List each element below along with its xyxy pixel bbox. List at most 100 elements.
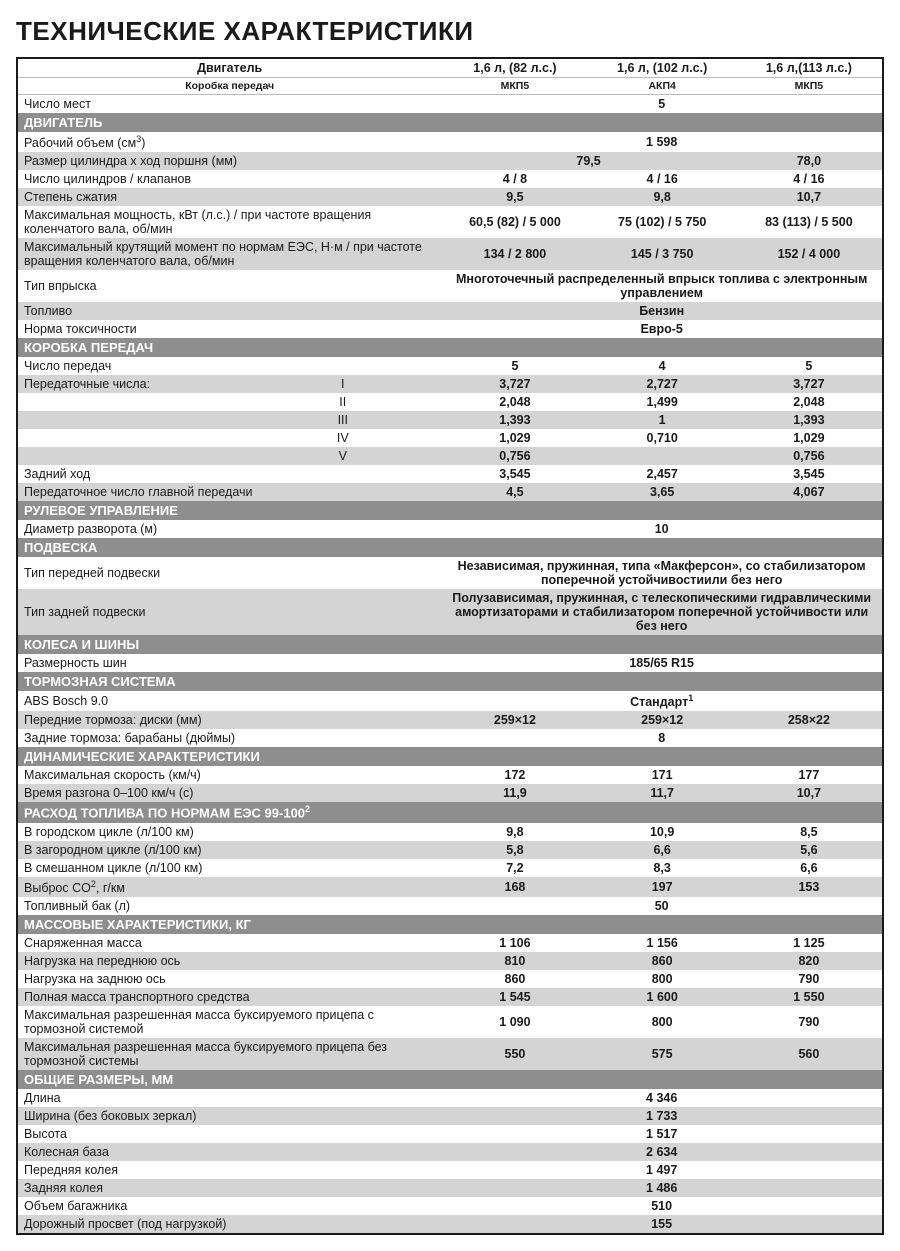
row-label: Степень сжатия	[17, 188, 441, 206]
row-value: 1,393	[441, 411, 588, 429]
row-label: Тип впрыска	[17, 270, 441, 302]
section-label: РАСХОД ТОПЛИВА ПО НОРМАМ ЕЭС 99-1002	[17, 802, 883, 822]
table-row: Тип впрыскаМноготочечный распределенный …	[17, 270, 883, 302]
header-variant-1-gearbox: АКП4	[589, 78, 736, 95]
spec-table: Двигатель 1,6 л, (82 л.с.) 1,6 л, (102 л…	[16, 57, 884, 1235]
row-label: В городском цикле (л/100 км)	[17, 823, 441, 841]
row-value: 4 / 8	[441, 170, 588, 188]
row-sublabel: V	[250, 449, 435, 463]
row-value: 258×22	[736, 711, 883, 729]
row-label: Максимальная разрешенная масса буксируем…	[17, 1038, 441, 1070]
row-value: 3,727	[441, 375, 588, 393]
row-value: 0,710	[589, 429, 736, 447]
row-value: 6,6	[589, 841, 736, 859]
section-label: ОБЩИЕ РАЗМЕРЫ, ММ	[17, 1070, 883, 1089]
row-label: Топливо	[17, 302, 441, 320]
row-value: 0,756	[736, 447, 883, 465]
table-row: Передняя колея1 497	[17, 1161, 883, 1179]
row-value: 1,393	[736, 411, 883, 429]
row-label: Число передач	[17, 357, 441, 375]
row-value: 860	[441, 970, 588, 988]
table-row: Дорожный просвет (под нагрузкой)155	[17, 1215, 883, 1234]
row-value: 9,8	[441, 823, 588, 841]
row-value-span: 1 486	[441, 1179, 883, 1197]
row-value-span: 1 517	[441, 1125, 883, 1143]
row-label: Топливный бак (л)	[17, 897, 441, 915]
table-row: Снаряженная масса1 1061 1561 125	[17, 934, 883, 952]
row-label: Задние тормоза: барабаны (дюймы)	[17, 729, 441, 747]
row-value: 560	[736, 1038, 883, 1070]
table-row: Максимальная мощность, кВт (л.с.) / при …	[17, 206, 883, 238]
row-value: 9,5	[441, 188, 588, 206]
table-row: Норма токсичностиЕвро-5	[17, 320, 883, 338]
table-row: Размер цилиндра х ход поршня (мм)79,578,…	[17, 152, 883, 170]
row-label: III	[17, 411, 441, 429]
table-row: Размерность шин185/65 R15	[17, 654, 883, 672]
table-row: В смешанном цикле (л/100 км)7,28,36,6	[17, 859, 883, 877]
section-row: ТОРМОЗНАЯ СИСТЕМА	[17, 672, 883, 691]
table-row: ТопливоБензин	[17, 302, 883, 320]
row-value: 6,6	[736, 859, 883, 877]
row-value: 60,5 (82) / 5 000	[441, 206, 588, 238]
table-row: Максимальный крутящий момент по нормам Е…	[17, 238, 883, 270]
row-value: 10,9	[589, 823, 736, 841]
row-value: 152 / 4 000	[736, 238, 883, 270]
row-label: В загородном цикле (л/100 км)	[17, 841, 441, 859]
row-label: Нагрузка на заднюю ось	[17, 970, 441, 988]
section-row: ПОДВЕСКА	[17, 538, 883, 557]
table-row: Тип задней подвескиПолузависимая, пружин…	[17, 589, 883, 635]
row-value: 168	[441, 877, 588, 897]
row-value-span: 2 634	[441, 1143, 883, 1161]
row-value: 134 / 2 800	[441, 238, 588, 270]
table-row: Число мест5	[17, 95, 883, 114]
table-row: II2,0481,4992,048	[17, 393, 883, 411]
row-value: 2,048	[736, 393, 883, 411]
row-value: 11,9	[441, 784, 588, 802]
row-value: 800	[589, 1006, 736, 1038]
row-sublabel: IV	[250, 431, 435, 445]
row-value: 4 / 16	[736, 170, 883, 188]
row-label: Длина	[17, 1089, 441, 1107]
row-value: 9,8	[589, 188, 736, 206]
table-row: Нагрузка на переднюю ось810860820	[17, 952, 883, 970]
header-variant-2-engine: 1,6 л,(113 л.с.)	[736, 58, 883, 78]
section-row: МАССОВЫЕ ХАРАКТЕРИСТИКИ, КГ	[17, 915, 883, 934]
table-row: Диаметр разворота (м)10	[17, 520, 883, 538]
row-value-span: 1 497	[441, 1161, 883, 1179]
row-label: Максимальная разрешенная масса буксируем…	[17, 1006, 441, 1038]
row-value: 1 600	[589, 988, 736, 1006]
row-value: 78,0	[736, 152, 883, 170]
row-label: Задняя колея	[17, 1179, 441, 1197]
row-value: 1 106	[441, 934, 588, 952]
row-value-span: 4 346	[441, 1089, 883, 1107]
table-row: В загородном цикле (л/100 км)5,86,65,6	[17, 841, 883, 859]
row-value: 1,499	[589, 393, 736, 411]
row-value: 171	[589, 766, 736, 784]
row-label: Время разгона 0–100 км/ч (с)	[17, 784, 441, 802]
row-value-span: Многоточечный распределенный впрыск топл…	[441, 270, 883, 302]
row-value: 177	[736, 766, 883, 784]
row-label: Объем багажника	[17, 1197, 441, 1215]
row-value: 4,5	[441, 483, 588, 501]
table-row: Ширина (без боковых зеркал)1 733	[17, 1107, 883, 1125]
row-value: 145 / 3 750	[589, 238, 736, 270]
row-label: Передаточные числа:I	[17, 375, 441, 393]
table-row: Число передач545	[17, 357, 883, 375]
section-row: КОРОБКА ПЕРЕДАЧ	[17, 338, 883, 357]
row-label: Передаточное число главной передачи	[17, 483, 441, 501]
table-row: Объем багажника510	[17, 1197, 883, 1215]
row-value: 2,048	[441, 393, 588, 411]
row-value: 810	[441, 952, 588, 970]
row-label: Диаметр разворота (м)	[17, 520, 441, 538]
row-value: 550	[441, 1038, 588, 1070]
section-label: КОЛЕСА И ШИНЫ	[17, 635, 883, 654]
table-row: Число цилиндров / клапанов4 / 84 / 164 /…	[17, 170, 883, 188]
table-row: Максимальная разрешенная масса буксируем…	[17, 1038, 883, 1070]
table-row: Передние тормоза: диски (мм)259×12259×12…	[17, 711, 883, 729]
row-label: Размер цилиндра х ход поршня (мм)	[17, 152, 441, 170]
row-label: Тип передней подвески	[17, 557, 441, 589]
section-label: ПОДВЕСКА	[17, 538, 883, 557]
section-row: ДВИГАТЕЛЬ	[17, 113, 883, 132]
table-row: Степень сжатия9,59,810,7	[17, 188, 883, 206]
row-label: Дорожный просвет (под нагрузкой)	[17, 1215, 441, 1234]
